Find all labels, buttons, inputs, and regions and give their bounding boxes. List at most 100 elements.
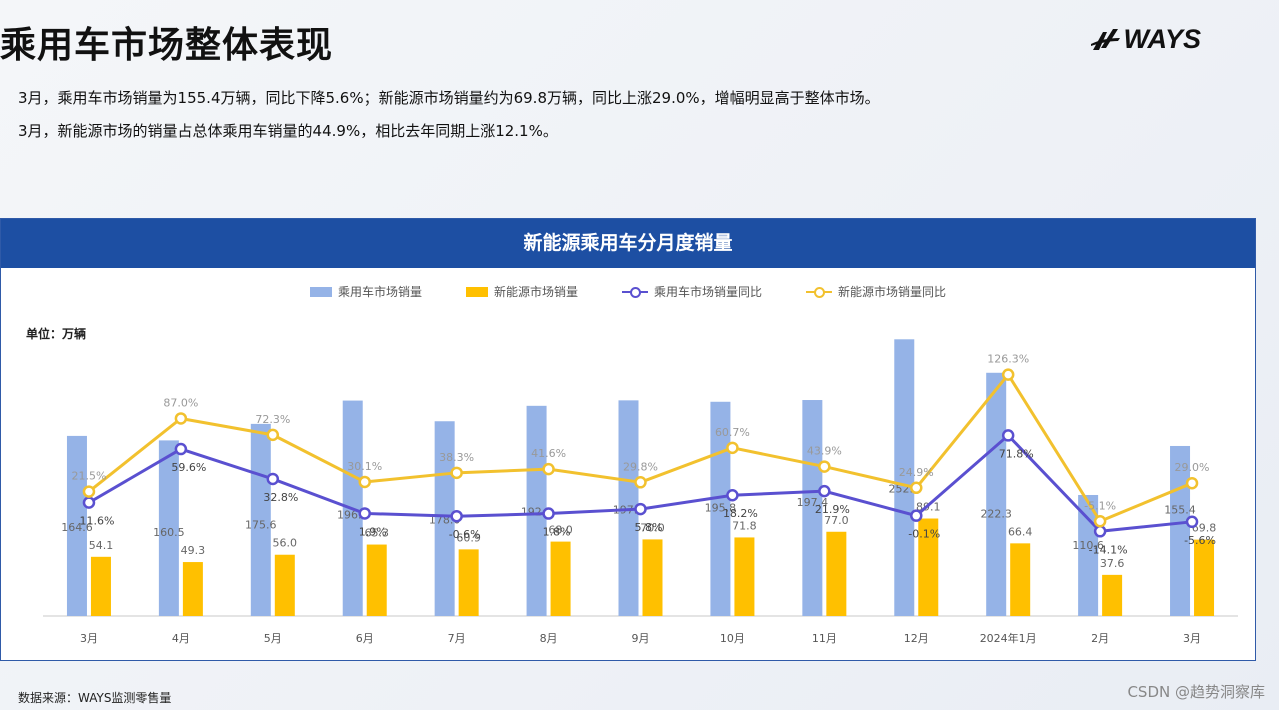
logo-text: WAYS	[1123, 24, 1201, 54]
legend-label-total-yoy: 乘用车市场销量同比	[654, 285, 763, 299]
point-total-yoy	[174, 442, 188, 456]
point-nev-yoy	[450, 466, 463, 480]
x-tick-label: 3月	[1183, 632, 1201, 645]
bar-total-sales	[434, 421, 455, 616]
point-nev-yoy	[726, 441, 739, 455]
chart-title: 新能源乘用车分月度销量	[1, 219, 1255, 268]
chart-panel: 新能源乘用车分月度销量 乘用车市场销量 新能源市场销量 乘用车市场销量同比 新能…	[0, 218, 1256, 661]
bar-label-nev-sales: 68.0	[548, 524, 573, 537]
bar-label-total-sales: 197.4	[797, 496, 829, 509]
line-label-total-yoy: -0.6%	[449, 528, 481, 541]
bar-label-nev-sales: 37.6	[1100, 557, 1125, 570]
bar-label-total-sales: 164.6	[61, 521, 93, 534]
line-label-nev-yoy: 21.5%	[71, 470, 106, 483]
ways-logo: WAYS	[1089, 24, 1201, 55]
x-tick-label: 2024年1月	[980, 631, 1037, 645]
line-label-nev-yoy: 72.3%	[255, 413, 290, 426]
line-label-total-yoy: 21.9%	[815, 503, 850, 516]
x-tick-label: 4月	[172, 632, 190, 645]
bar-nev-sales	[458, 549, 479, 616]
bar-total-sales	[526, 405, 547, 616]
bar-label-nev-sales: 70.0	[640, 521, 665, 534]
bar-label-nev-sales: 54.1	[89, 539, 114, 552]
summary-line-1: 3月，乘用车市场销量为155.4万辆，同比下降5.6%；新能源市场销量约为69.…	[18, 89, 880, 107]
x-tick-label: 7月	[448, 632, 466, 645]
legend-swatch-nev-yoy	[806, 286, 833, 298]
bar-label-total-sales: 160.5	[153, 526, 185, 539]
bar-nev-sales	[1010, 543, 1031, 616]
line-label-nev-yoy: 30.1%	[347, 460, 382, 473]
bar-nev-sales	[734, 537, 755, 616]
bar-label-total-sales: 155.4	[1164, 504, 1196, 517]
line-label-nev-yoy: 29.0%	[1175, 461, 1210, 474]
point-total-yoy	[634, 502, 647, 516]
line-label-total-yoy: -5.6%	[1184, 534, 1216, 547]
bar-total-sales	[158, 440, 179, 616]
point-total-yoy	[910, 509, 923, 522]
legend-item-total-sales: 乘用车市场销量	[309, 283, 422, 300]
bar-nev-sales	[90, 556, 111, 616]
x-tick-label: 12月	[904, 632, 929, 645]
bar-total-sales	[986, 372, 1007, 616]
point-total-yoy	[266, 472, 280, 486]
bar-nev-sales	[1194, 539, 1215, 616]
chart-canvas: 3月 4月 5月 6月 7月 8月 9月 10月 11月 12月 2024年1月 2月 3月 164.6 5…	[43, 339, 1238, 645]
bar-nev-sales	[826, 531, 847, 616]
point-total-yoy	[1185, 515, 1199, 529]
watermark: CSDN @趋势洞察库	[1127, 683, 1265, 701]
point-total-yoy	[818, 484, 831, 498]
line-label-nev-yoy: 24.9%	[899, 466, 934, 479]
point-total-yoy	[82, 496, 96, 509]
point-total-yoy	[450, 509, 463, 523]
legend-label-nev-yoy: 新能源市场销量同比	[838, 285, 947, 299]
line-label-nev-yoy: 126.3%	[987, 353, 1029, 366]
point-nev-yoy	[1093, 515, 1107, 528]
line-label-total-yoy: 18.2%	[723, 507, 758, 520]
bar-label-nev-sales: 65.3	[364, 527, 389, 540]
bar-label-total-sales: 110.6	[1072, 539, 1104, 552]
bar-label-total-sales: 195.8	[705, 501, 737, 514]
legend-swatch-total-sales	[309, 286, 332, 297]
point-nev-yoy	[818, 460, 831, 473]
x-tick-label: 11月	[812, 632, 837, 645]
line-label-nev-yoy: 87.0%	[163, 396, 198, 409]
x-tick-label: 10月	[720, 632, 745, 645]
line-label-nev-yoy: 38.3%	[439, 451, 474, 464]
line-label-total-yoy: 1.9%	[359, 525, 387, 538]
bar-label-total-sales: 175.6	[245, 519, 277, 532]
legend-item-nev-yoy: 新能源市场销量同比	[806, 283, 946, 300]
point-nev-yoy	[1185, 476, 1199, 490]
point-total-yoy	[726, 488, 739, 502]
legend-swatch-nev-sales	[465, 286, 488, 297]
line-label-nev-yoy: 29.8%	[623, 460, 658, 473]
point-total-yoy	[542, 507, 555, 520]
bar-label-total-sales: 222.3	[980, 507, 1012, 520]
point-total-yoy	[358, 507, 371, 520]
line-label-total-yoy: -14.1%	[1089, 543, 1128, 556]
point-nev-yoy	[910, 481, 923, 495]
line-label-nev-yoy: -5.1%	[1084, 499, 1116, 512]
line-label-total-yoy: 11.6%	[79, 515, 114, 528]
line-label-total-yoy: 1.8%	[543, 526, 571, 539]
line-label-total-yoy: 5.8%	[635, 521, 663, 534]
bar-nev-sales	[1102, 574, 1123, 616]
point-total-yoy	[1093, 525, 1107, 538]
point-nev-yoy	[266, 428, 280, 442]
legend-swatch-total-yoy	[622, 286, 648, 298]
summary: 3月，乘用车市场销量为155.4万辆，同比下降5.6%；新能源市场销量约为69.…	[18, 82, 880, 148]
bar-total-sales	[894, 339, 915, 616]
bar-total-sales	[66, 435, 87, 616]
x-tick-label: 6月	[356, 632, 374, 645]
x-tick-label: 9月	[632, 632, 650, 645]
bar-label-nev-sales: 71.8	[732, 519, 757, 532]
x-tick-label: 2月	[1091, 632, 1109, 645]
x-tick-label: 5月	[264, 632, 282, 645]
x-tick-label: 3月	[80, 632, 98, 645]
point-total-yoy	[1001, 429, 1015, 442]
line-label-total-yoy: 59.6%	[171, 461, 206, 474]
point-nev-yoy	[82, 485, 96, 498]
point-nev-yoy	[358, 475, 371, 489]
line-label-nev-yoy: 41.6%	[531, 447, 566, 460]
legend-label-total-sales: 乘用车市场销量	[337, 285, 422, 299]
line-label-total-yoy: 71.8%	[999, 447, 1034, 460]
